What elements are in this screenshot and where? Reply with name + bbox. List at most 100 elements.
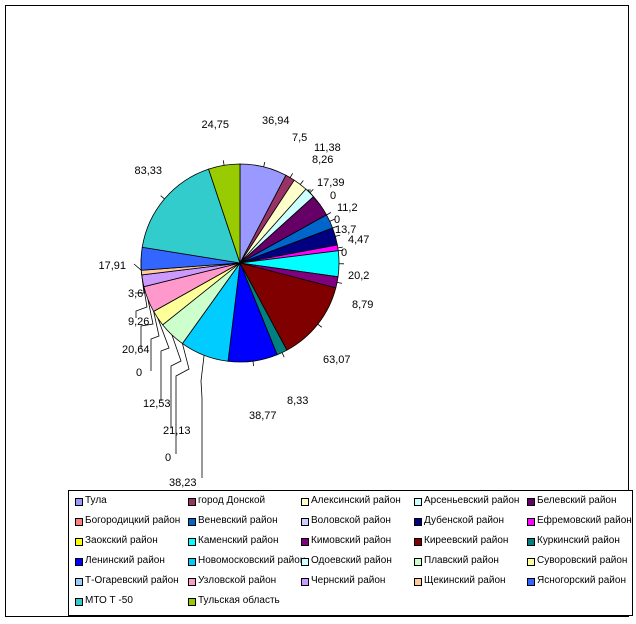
leader-line [332, 225, 338, 229]
data-label: 8,33 [287, 395, 308, 407]
leader-line [263, 161, 266, 167]
leader-line [317, 323, 323, 328]
legend-swatch [414, 538, 422, 546]
data-label: 0 [334, 214, 340, 226]
leader-line [135, 280, 148, 318]
legend-swatch [414, 558, 422, 566]
data-label: 36,94 [262, 115, 290, 127]
leader-line [170, 334, 182, 428]
leader-line [326, 212, 332, 216]
legend-swatch [188, 558, 196, 566]
legend-swatch [414, 498, 422, 506]
data-label: 3,6 [128, 288, 143, 300]
leader-line [222, 160, 225, 166]
legend-label: Суворовский район [537, 555, 628, 566]
legend-label: Тула [85, 495, 107, 506]
legend-swatch [75, 598, 83, 606]
legend-label: Арсеньевский район [424, 495, 520, 506]
data-label: 17,39 [317, 177, 345, 189]
data-label: 8,26 [312, 154, 333, 166]
data-label: 11,2 [337, 202, 358, 214]
leader-line [338, 249, 344, 252]
legend-swatch [188, 598, 196, 606]
leader-line [335, 234, 341, 237]
leader-line [307, 189, 321, 206]
data-label: 13,7 [335, 224, 356, 236]
leader-line [281, 352, 285, 358]
data-label: 17,91 [98, 260, 126, 272]
legend-swatch [301, 558, 309, 566]
pie-slice [208, 163, 241, 264]
legend-swatch [301, 578, 309, 586]
legend-swatch [301, 518, 309, 526]
leader-line [252, 361, 255, 367]
legend-swatch [301, 498, 309, 506]
leader-line [337, 246, 343, 249]
legend-swatch [527, 538, 535, 546]
legend-swatch [301, 538, 309, 546]
legend-label: Узловской район [198, 575, 277, 586]
data-label: 20,64 [122, 344, 150, 356]
leader-line [150, 311, 160, 371]
legend-swatch [527, 578, 535, 586]
legend-label: Ефремовский район [537, 515, 632, 526]
data-label: 83,33 [134, 165, 162, 177]
legend-label: Тульская область [198, 595, 280, 606]
legend-swatch [188, 538, 196, 546]
legend-label: Куркинский район [537, 535, 620, 546]
data-label: 0 [341, 247, 347, 259]
leader-line [200, 355, 205, 478]
legend-label: Воловской район [311, 515, 391, 526]
legend-swatch [188, 498, 196, 506]
pie-slice [239, 262, 337, 351]
legend-swatch [75, 498, 83, 506]
chart-legend: Тула город Донской Алексинский район Арсень… [68, 490, 633, 616]
data-label: 0 [330, 190, 336, 202]
legend-label: МТО Т -50 [85, 595, 133, 606]
data-label: 9,26 [128, 316, 149, 328]
legend-label: Т-Огаревский район [85, 575, 179, 586]
data-label: 8,79 [352, 299, 373, 311]
legend-label: Чернский район [311, 575, 386, 586]
leader-line [289, 173, 294, 178]
legend-label: Веневский район [198, 515, 278, 526]
leader-line [135, 272, 145, 294]
legend-swatch [527, 518, 535, 526]
leader-line [160, 195, 165, 200]
legend-label: Плавский район [424, 555, 499, 566]
data-label: 20,2 [348, 270, 369, 282]
leader-line [337, 281, 343, 284]
pie-slice [141, 168, 241, 264]
leader-line [175, 343, 190, 454]
legend-swatch [414, 578, 422, 586]
legend-swatch [75, 578, 83, 586]
leader-line [140, 299, 154, 348]
data-label: 7,5 [292, 132, 307, 144]
data-label: 0 [136, 367, 142, 379]
legend-swatch [188, 518, 196, 526]
legend-swatch [75, 558, 83, 566]
legend-label: Кимовский район [311, 535, 392, 546]
legend-label: Ясногорский район [537, 575, 626, 586]
legend-label: Дубенской район [424, 515, 505, 526]
legend-label: Одоевский район [311, 555, 392, 566]
leader-line [329, 218, 335, 222]
data-label: 4,47 [348, 234, 369, 246]
legend-label: город Донской [198, 495, 266, 506]
legend-label: Щекинский район [424, 575, 506, 586]
data-label: 24,75 [201, 119, 229, 131]
legend-label: Киреевский район [424, 535, 509, 546]
legend-swatch [527, 498, 535, 506]
legend-label: Заокский район [85, 535, 158, 546]
legend-swatch [75, 518, 83, 526]
legend-label: Ленинский район [85, 555, 165, 566]
leader-line [133, 258, 142, 271]
data-label: 0 [165, 452, 171, 464]
data-label: 12,53 [143, 398, 171, 410]
data-label: 63,07 [323, 354, 351, 366]
legend-swatch [527, 558, 535, 566]
data-label: 38,23 [169, 477, 197, 489]
legend-label: Богородицкий район [85, 515, 181, 526]
leader-line [157, 318, 170, 401]
legend-label: Каменский район [198, 535, 279, 546]
